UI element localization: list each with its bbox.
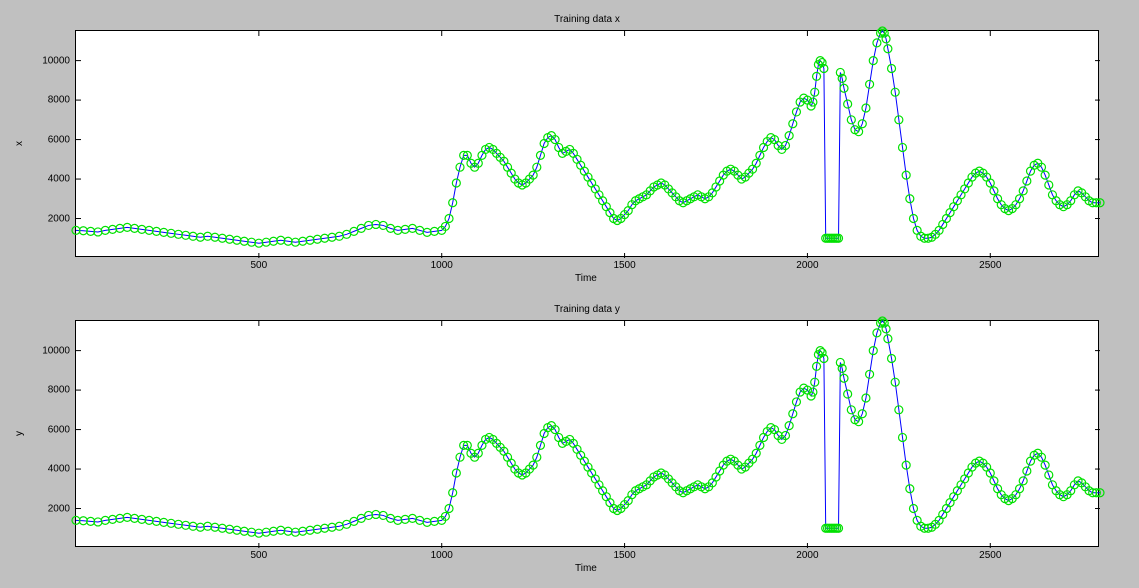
- y-tick-label: 4000: [48, 174, 70, 185]
- x-tick-label: 2500: [979, 260, 1001, 271]
- plot-panel-0: 5001000150020002500200040006000800010000: [75, 30, 1099, 257]
- x-axis-label: Time: [575, 563, 597, 574]
- y-tick-label: 6000: [48, 424, 70, 435]
- x-tick-label: 1000: [431, 550, 453, 561]
- plot-title: Training data x: [537, 14, 637, 25]
- plot-title: Training data y: [537, 304, 637, 315]
- y-tick-label: 4000: [48, 464, 70, 475]
- y-axis-label: x: [14, 141, 25, 146]
- y-tick-label: 8000: [48, 95, 70, 106]
- y-tick-label: 2000: [48, 213, 70, 224]
- plot-svg: [76, 31, 1100, 258]
- y-tick-label: 10000: [42, 345, 70, 356]
- y-tick-label: 10000: [42, 55, 70, 66]
- y-tick-label: 2000: [48, 503, 70, 514]
- x-tick-label: 1000: [431, 260, 453, 271]
- x-tick-label: 2000: [796, 550, 818, 561]
- plot-svg: [76, 321, 1100, 548]
- x-tick-label: 1500: [613, 260, 635, 271]
- x-axis-label: Time: [575, 273, 597, 284]
- y-tick-label: 6000: [48, 134, 70, 145]
- plot-panel-1: 5001000150020002500200040006000800010000: [75, 320, 1099, 547]
- x-tick-label: 2000: [796, 260, 818, 271]
- x-tick-label: 500: [251, 550, 268, 561]
- y-tick-label: 8000: [48, 385, 70, 396]
- x-tick-label: 500: [251, 260, 268, 271]
- x-tick-label: 1500: [613, 550, 635, 561]
- x-tick-label: 2500: [979, 550, 1001, 561]
- y-axis-label: y: [14, 431, 25, 436]
